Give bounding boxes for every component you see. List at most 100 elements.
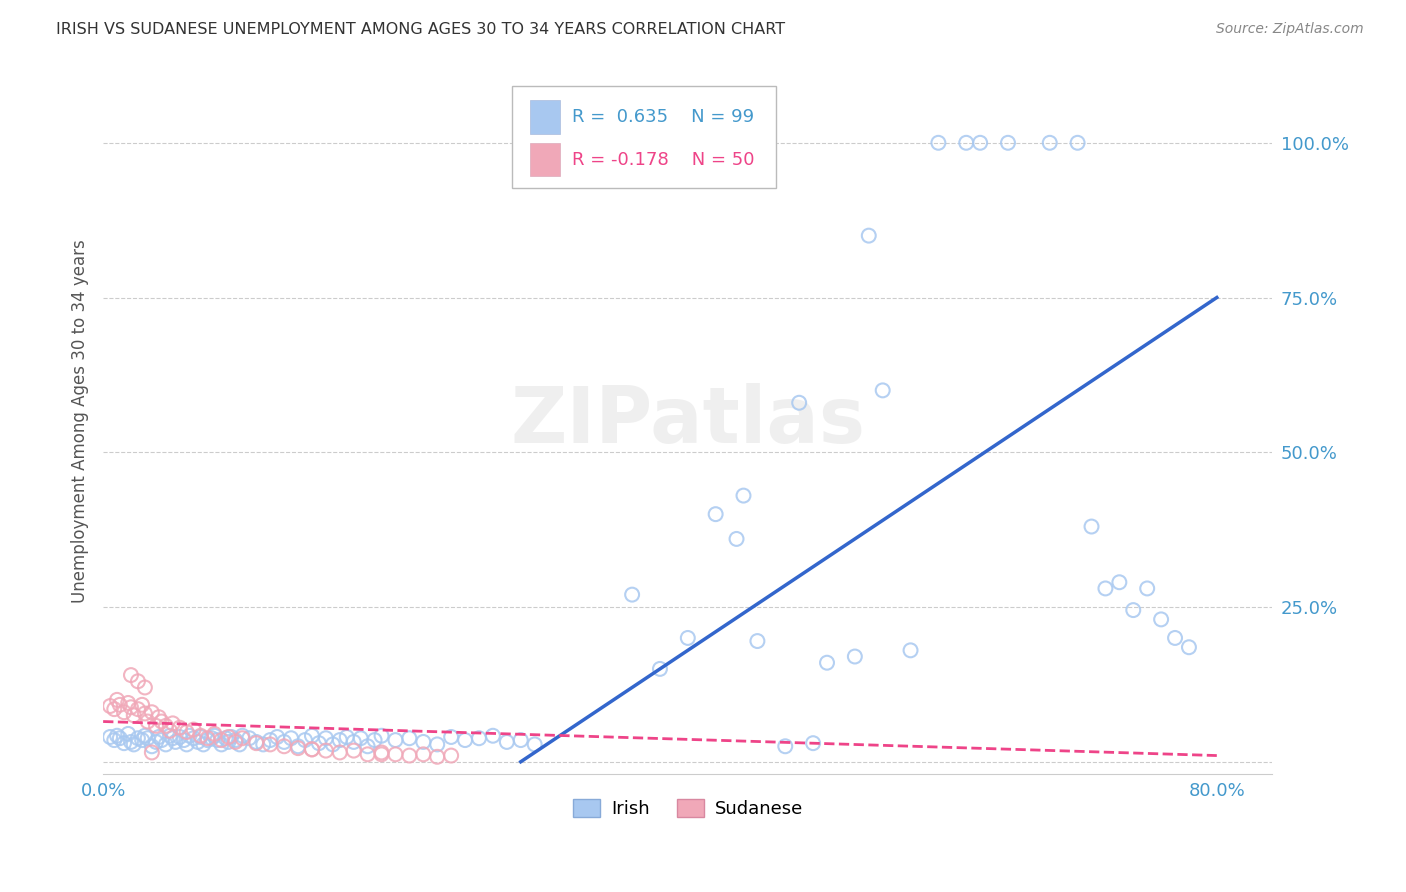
Point: [193, 738, 215, 752]
Point: [127, 731, 149, 746]
Point: [169, 721, 191, 735]
Point: [176, 725, 198, 739]
Point: [112, 736, 135, 750]
Point: [747, 634, 769, 648]
Point: [287, 739, 309, 754]
Point: [482, 729, 505, 743]
Point: [134, 681, 156, 695]
Point: [165, 735, 187, 749]
Point: [775, 739, 797, 754]
Point: [343, 743, 366, 757]
Point: [280, 731, 302, 746]
Point: [336, 730, 359, 744]
Point: [231, 729, 253, 743]
Point: [120, 668, 142, 682]
Point: [145, 735, 167, 749]
Point: [900, 643, 922, 657]
Point: [238, 731, 260, 746]
Text: ZIPatlas: ZIPatlas: [510, 384, 865, 459]
Point: [273, 735, 295, 749]
Point: [141, 705, 163, 719]
Point: [211, 738, 233, 752]
Point: [259, 738, 281, 752]
Point: [927, 136, 949, 150]
Point: [356, 747, 378, 762]
Point: [98, 730, 121, 744]
Point: [621, 588, 644, 602]
Point: [120, 735, 142, 749]
Point: [145, 719, 167, 733]
Point: [398, 748, 420, 763]
Point: [412, 747, 434, 762]
Point: [122, 708, 145, 723]
Point: [1136, 582, 1159, 596]
Point: [294, 733, 316, 747]
Point: [105, 693, 128, 707]
Point: [329, 733, 352, 747]
Point: [440, 748, 463, 763]
Point: [1066, 136, 1088, 150]
Point: [1178, 640, 1201, 655]
Point: [136, 731, 159, 746]
Point: [148, 710, 170, 724]
FancyBboxPatch shape: [530, 143, 561, 177]
Point: [725, 532, 748, 546]
Point: [204, 727, 226, 741]
Point: [127, 674, 149, 689]
Point: [384, 747, 406, 762]
Point: [245, 735, 267, 749]
Point: [127, 702, 149, 716]
Point: [197, 733, 219, 747]
Point: [117, 727, 139, 741]
Point: [214, 731, 236, 746]
Text: Source: ZipAtlas.com: Source: ZipAtlas.com: [1216, 22, 1364, 37]
Point: [370, 747, 392, 762]
Point: [211, 733, 233, 747]
Point: [363, 733, 385, 747]
Point: [136, 714, 159, 729]
Point: [858, 228, 880, 243]
Point: [190, 730, 212, 744]
Point: [187, 735, 209, 749]
Point: [266, 730, 288, 744]
Point: [159, 729, 181, 743]
Point: [468, 731, 491, 746]
Point: [1094, 582, 1116, 596]
Point: [141, 746, 163, 760]
Point: [273, 739, 295, 754]
Point: [245, 736, 267, 750]
Point: [183, 723, 205, 737]
Point: [134, 706, 156, 721]
Point: [150, 733, 173, 747]
Point: [201, 731, 224, 746]
FancyBboxPatch shape: [530, 100, 561, 134]
Point: [426, 749, 449, 764]
Point: [207, 733, 229, 747]
Point: [454, 733, 477, 747]
Point: [329, 746, 352, 760]
Point: [117, 696, 139, 710]
Text: IRISH VS SUDANESE UNEMPLOYMENT AMONG AGES 30 TO 34 YEARS CORRELATION CHART: IRISH VS SUDANESE UNEMPLOYMENT AMONG AGE…: [56, 22, 786, 37]
Point: [105, 729, 128, 743]
Point: [150, 714, 173, 729]
Point: [1122, 603, 1144, 617]
Point: [844, 649, 866, 664]
Point: [231, 731, 253, 746]
Point: [356, 739, 378, 754]
Point: [183, 731, 205, 746]
Point: [228, 738, 250, 752]
Point: [509, 733, 531, 747]
Point: [120, 700, 142, 714]
Point: [197, 731, 219, 746]
Point: [1039, 136, 1062, 150]
Point: [162, 731, 184, 746]
Point: [173, 733, 195, 747]
Point: [523, 738, 546, 752]
Point: [112, 705, 135, 719]
Text: R = -0.178    N = 50: R = -0.178 N = 50: [572, 151, 755, 169]
Point: [103, 702, 125, 716]
Point: [259, 733, 281, 747]
Point: [301, 742, 323, 756]
Point: [301, 742, 323, 756]
Point: [252, 738, 274, 752]
